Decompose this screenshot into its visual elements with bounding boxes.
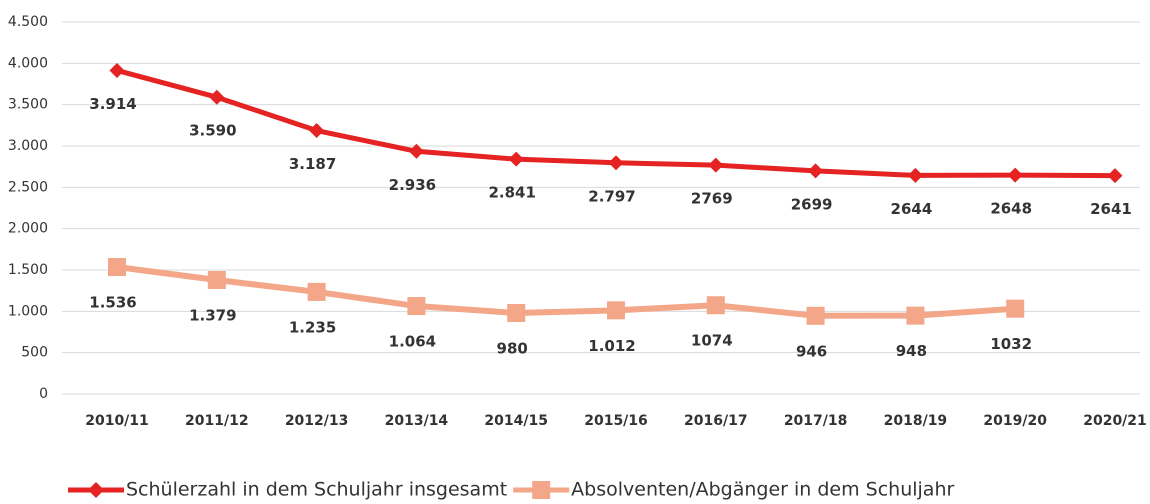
data-label: 3.914	[89, 95, 136, 113]
marker	[408, 143, 424, 159]
y-tick-label: 2.500	[8, 179, 48, 195]
x-tick-label: 2016/17	[684, 413, 748, 429]
marker	[508, 151, 524, 167]
data-label: 1.536	[89, 294, 136, 312]
y-tick-label: 3.000	[8, 138, 48, 154]
legend-label: Schülerzahl in dem Schuljahr insgesamt	[126, 479, 507, 501]
x-tick-label: 2020/21	[1083, 413, 1147, 429]
data-label: 2641	[1090, 200, 1132, 218]
marker	[1006, 299, 1025, 318]
marker	[806, 306, 825, 325]
x-tick-label: 2018/19	[884, 413, 948, 429]
marker	[1107, 168, 1123, 184]
data-label: 1.379	[189, 307, 236, 325]
marker	[706, 296, 725, 315]
y-tick-label: 500	[21, 345, 48, 361]
x-tick-label: 2017/18	[784, 413, 848, 429]
marker	[309, 123, 325, 139]
x-tick-label: 2015/16	[584, 413, 648, 429]
x-tick-label: 2012/13	[285, 413, 349, 429]
legend-marker	[532, 481, 551, 499]
marker	[708, 157, 724, 173]
x-tick-label: 2010/11	[85, 413, 149, 429]
y-tick-label: 2.000	[8, 221, 48, 237]
data-label: 946	[796, 342, 827, 360]
data-label: 948	[896, 342, 927, 360]
y-tick-label: 1.500	[8, 262, 48, 278]
y-tick-label: 4.500	[8, 14, 48, 30]
marker	[906, 306, 925, 325]
data-label: 1.064	[389, 333, 436, 351]
y-tick-label: 3.500	[8, 97, 48, 113]
data-label: 3.187	[289, 155, 336, 173]
marker	[108, 258, 126, 277]
y-tick-label: 0	[39, 386, 48, 402]
legend: Schülerzahl in dem Schuljahr insgesamt Ab…	[68, 479, 954, 501]
marker	[207, 271, 226, 290]
x-tick-label: 2014/15	[484, 413, 548, 429]
data-label: 1.012	[588, 337, 635, 355]
marker	[209, 89, 225, 105]
marker	[808, 163, 824, 179]
legend-label: Absolventen/Abgänger in dem Schuljahr	[571, 479, 954, 501]
data-label: 2644	[891, 200, 933, 218]
marker	[607, 301, 625, 320]
marker	[907, 167, 923, 183]
data-label: 1074	[691, 332, 733, 350]
marker	[407, 297, 426, 316]
x-tick-label: 2011/12	[185, 413, 249, 429]
data-label: 2.797	[588, 187, 635, 205]
marker	[1007, 167, 1023, 183]
legend-marker	[88, 482, 104, 498]
y-tick-label: 4.000	[8, 55, 48, 71]
data-label: 980	[497, 339, 528, 357]
data-label: 2769	[691, 190, 733, 208]
series-line	[116, 264, 1016, 319]
marker	[608, 155, 624, 171]
y-tick-label: 1.000	[8, 303, 48, 319]
marker	[507, 303, 526, 322]
data-label: 1.235	[289, 318, 336, 336]
marker	[109, 62, 125, 78]
data-label: 3.590	[189, 122, 236, 140]
data-label: 2.936	[389, 176, 436, 194]
data-label: 2.841	[488, 184, 535, 202]
data-label: 2699	[791, 195, 833, 213]
x-tick-label: 2019/20	[983, 413, 1047, 429]
x-tick-label: 2013/14	[385, 413, 449, 429]
marker	[307, 282, 326, 301]
data-label: 2648	[990, 200, 1032, 218]
data-label: 1032	[990, 335, 1032, 353]
